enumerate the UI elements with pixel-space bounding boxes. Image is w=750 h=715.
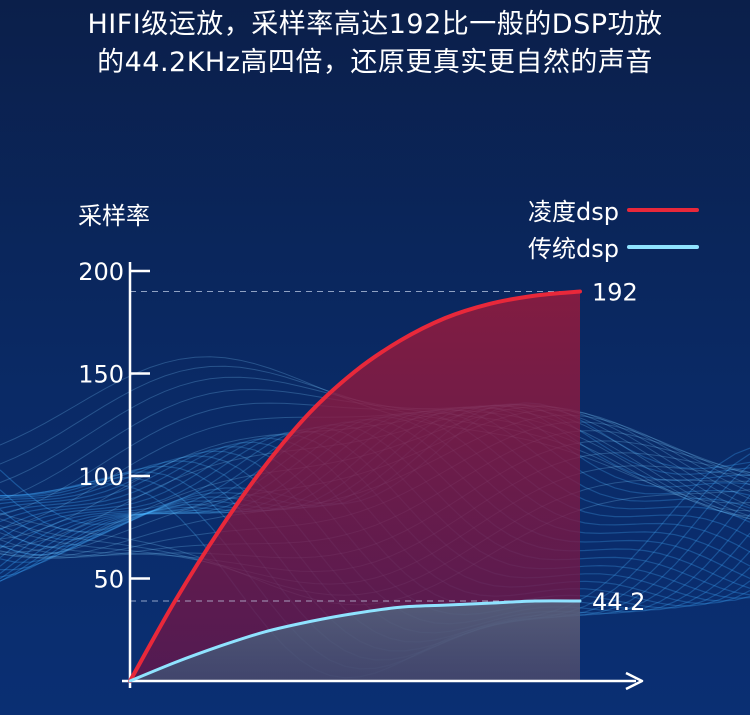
headline-line-1: HIFI级运放，采样率高达192比一般的DSP功放 [87, 9, 663, 40]
axes [122, 262, 644, 691]
series-line-lingdu [128, 289, 582, 683]
labels: 192 44.2 50 100 150 200 [78, 258, 645, 616]
headline: HIFI级运放，采样率高达192比一般的DSP功放 的44.2KHz高四倍，还原… [0, 6, 750, 82]
area-lingdu [130, 291, 580, 681]
y-tick-label-50: 50 [93, 566, 124, 594]
legend-label-traditional: 传统dsp [528, 235, 619, 263]
legend-item-traditional: 传统dsp [528, 229, 699, 264]
area-traditional [130, 600, 580, 681]
end-label-lingdu: 192 [592, 279, 638, 307]
legend-item-lingdu: 凌度dsp [528, 192, 699, 227]
area-fills [130, 291, 580, 681]
series-lines [128, 289, 582, 683]
x-axis-arrow [625, 671, 644, 691]
headline-line-2: 的44.2KHz高四倍，还原更真实更自然的声音 [97, 47, 653, 78]
legend-swatch-cyan [626, 244, 699, 249]
legend-label-lingdu: 凌度dsp [528, 198, 619, 226]
legend-swatch-red [626, 207, 699, 212]
end-label-traditional: 44.2 [592, 588, 645, 616]
y-tick-label-150: 150 [78, 361, 124, 389]
y-axis-label: 采样率 [78, 202, 150, 230]
y-tick-label-100: 100 [78, 463, 124, 491]
y-tick-label-200: 200 [78, 258, 124, 286]
series-line-traditional [128, 599, 582, 683]
